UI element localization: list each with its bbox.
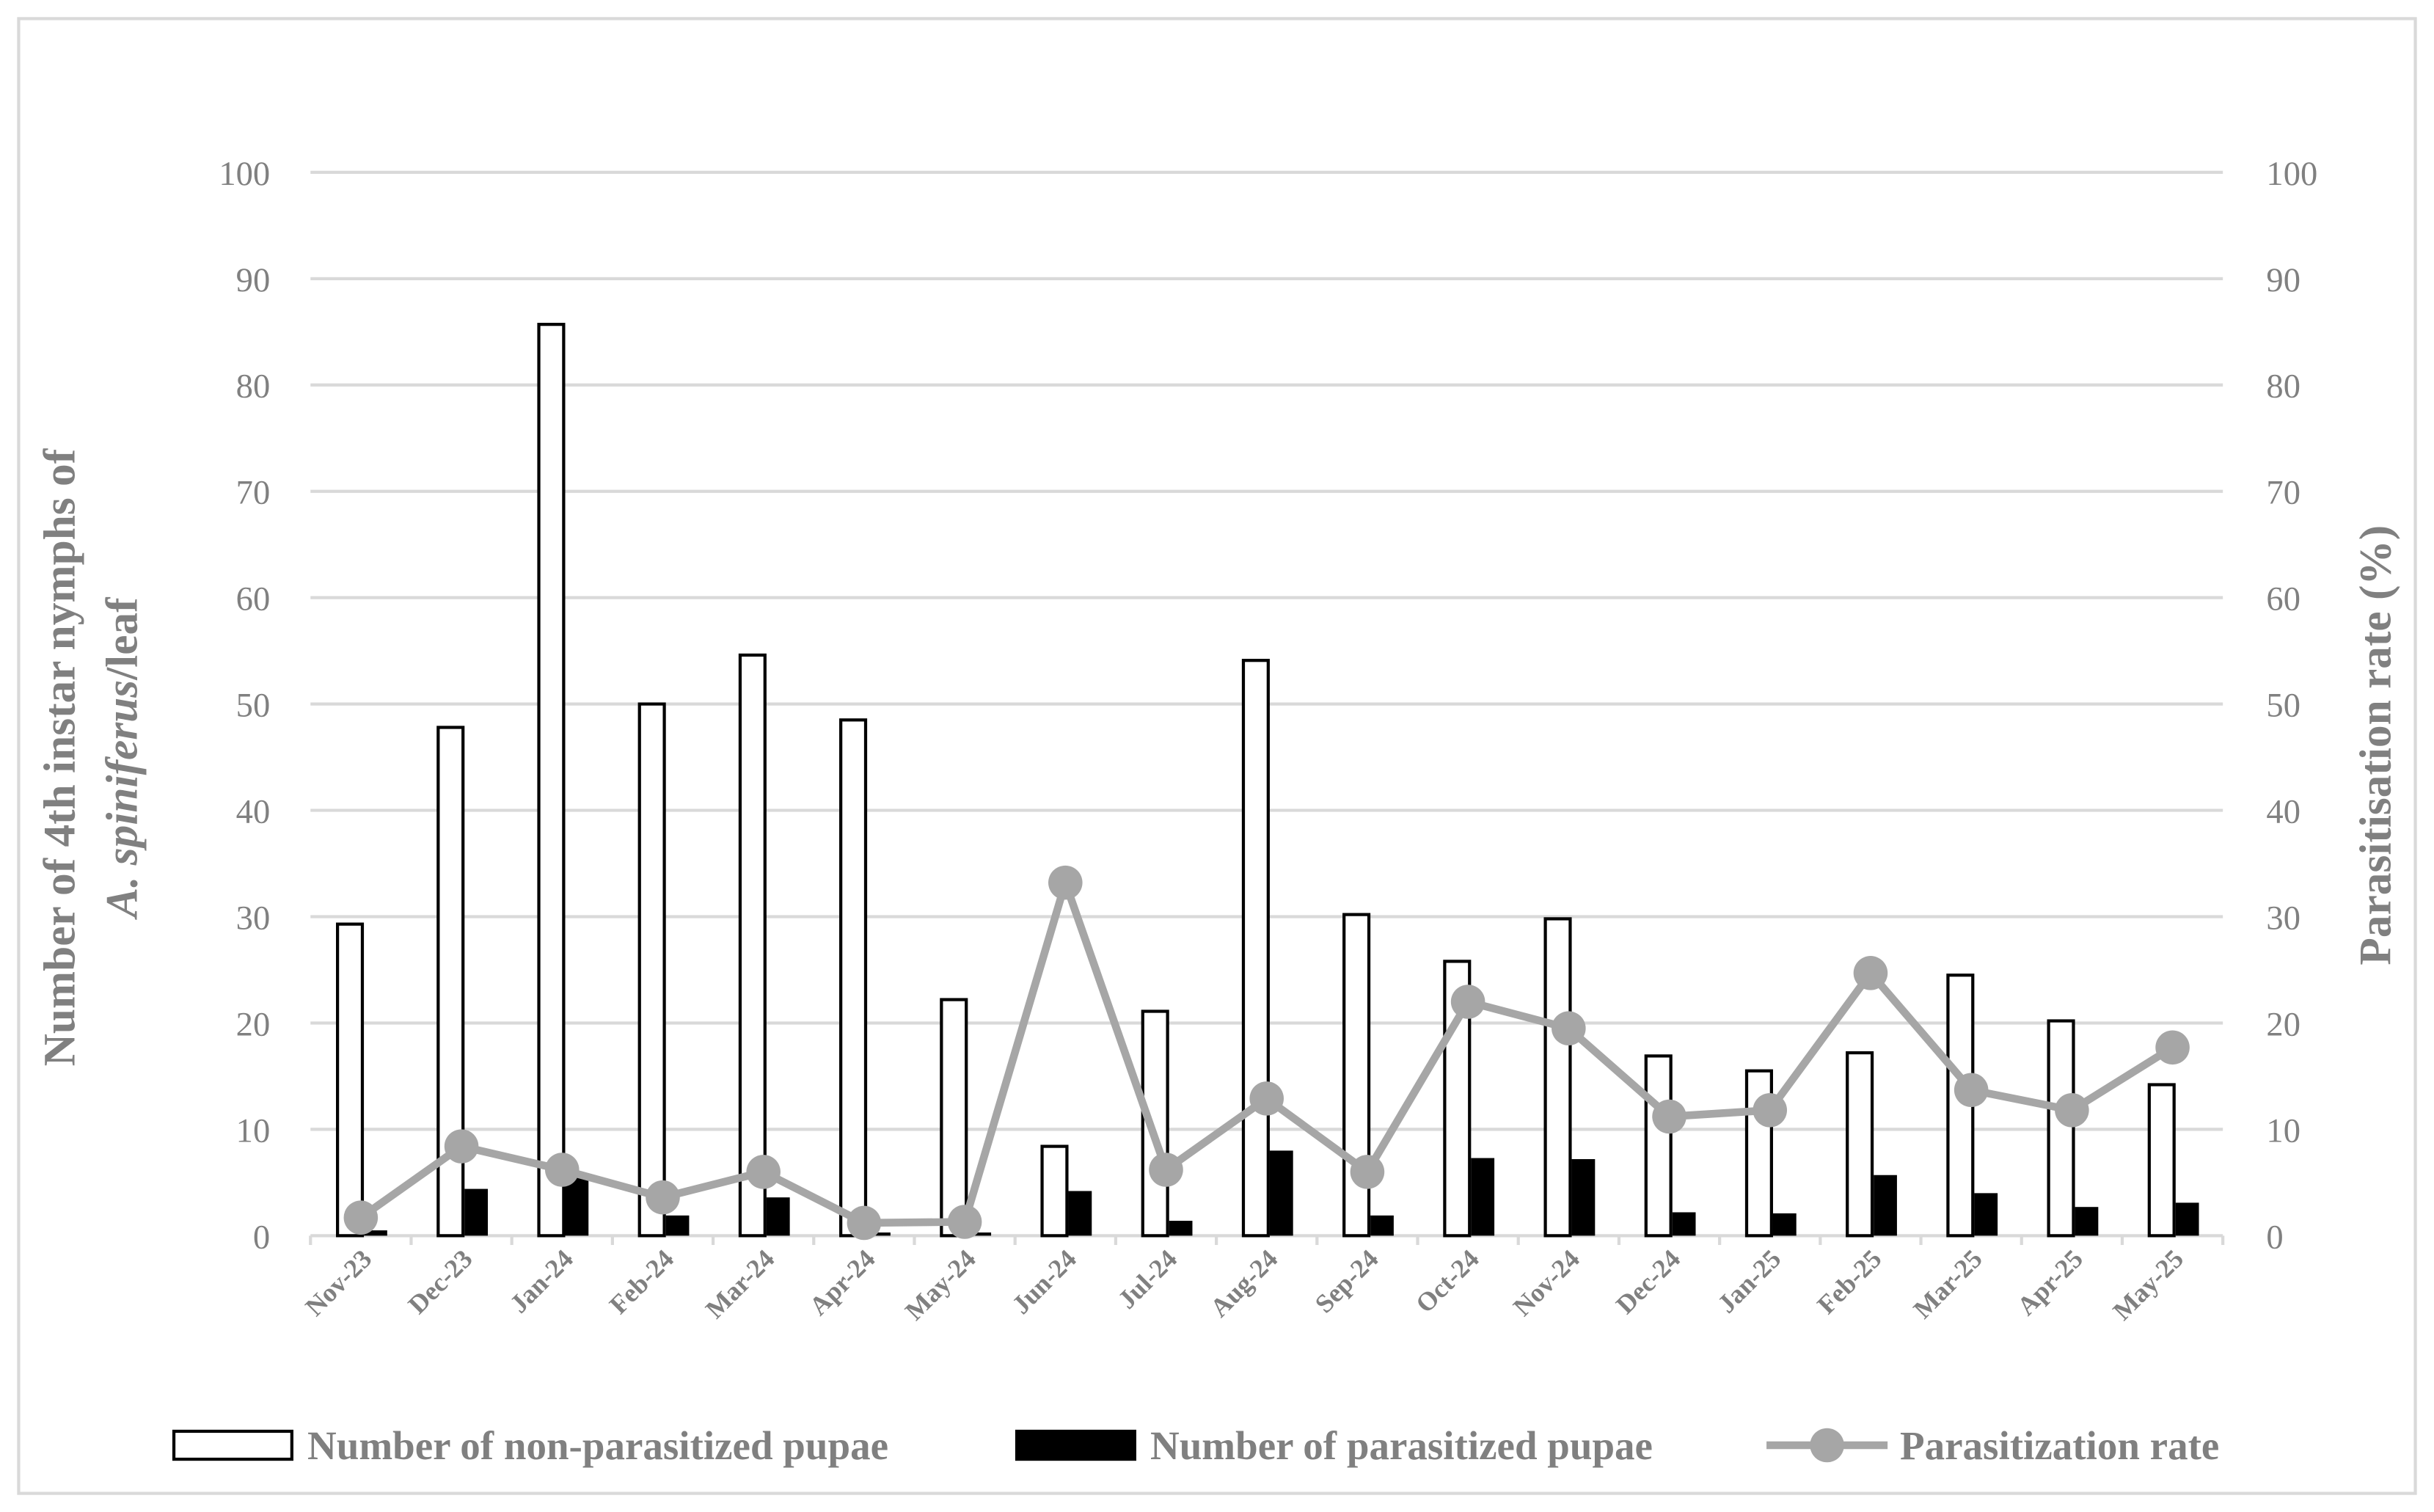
line-marker (1954, 1073, 1989, 1108)
chart-border (17, 17, 2417, 1495)
line-marker (746, 1155, 781, 1189)
y2-tick-label: 90 (2266, 262, 2300, 299)
line-marker (1853, 956, 1888, 990)
line-marker (1552, 1011, 1586, 1045)
y-tick-label: 80 (236, 368, 271, 406)
y2-tick-label: 40 (2266, 793, 2300, 830)
line-marker (947, 1205, 982, 1239)
bar (335, 922, 365, 1238)
line-marker (1048, 865, 1083, 900)
y-tick-label: 50 (236, 687, 271, 725)
bar (1169, 1221, 1193, 1236)
line-marker (1350, 1155, 1385, 1189)
y2-tick-label: 100 (2266, 156, 2317, 193)
y-tick-label: 10 (236, 1112, 271, 1150)
legend-label: Number of parasitized pupae (1150, 1423, 1653, 1468)
line-marker (847, 1205, 882, 1241)
bar (968, 1232, 992, 1236)
y2-tick-label: 70 (2266, 475, 2300, 512)
bar (839, 718, 868, 1238)
bar (766, 1197, 790, 1236)
y-tick-label: 70 (236, 475, 271, 512)
bar (464, 1188, 489, 1236)
line-marker (646, 1180, 680, 1215)
y-axis-title-line: Number of 4th instar nymphs of (35, 448, 85, 1066)
bar (537, 323, 566, 1238)
y2-tick-label: 20 (2266, 1006, 2300, 1043)
line-marker (2155, 1030, 2190, 1065)
y-tick-label: 90 (236, 262, 271, 299)
y-tick-label: 30 (236, 899, 271, 937)
y-tick-label: 40 (236, 793, 271, 830)
bar (1543, 917, 1572, 1238)
y2-tick-label: 60 (2266, 581, 2300, 618)
y-axis-title-rest: /leaf (97, 596, 147, 681)
bar (1241, 659, 1270, 1238)
line-marker (1753, 1093, 1788, 1128)
bar (738, 653, 767, 1238)
bar (1846, 1051, 1874, 1238)
bar (1772, 1213, 1797, 1236)
y-tick-label: 0 (253, 1219, 270, 1256)
y2-tick-label: 50 (2266, 687, 2300, 725)
line-marker (343, 1200, 379, 1235)
y2-tick-label: 80 (2266, 368, 2300, 406)
line-marker (2055, 1093, 2089, 1128)
bar (1974, 1193, 1998, 1236)
y-tick-label: 100 (219, 156, 270, 193)
legend-swatch (172, 1429, 293, 1461)
line-marker (1149, 1153, 1183, 1187)
bar (1068, 1191, 1092, 1236)
bar (665, 1215, 690, 1236)
legend-swatch (1015, 1429, 1136, 1461)
bar (1471, 1158, 1495, 1236)
bar (2075, 1207, 2099, 1236)
bar (1040, 1144, 1069, 1238)
bar (2175, 1202, 2199, 1236)
y-axis-title: Number of 4th instar nymphs of A. spinife… (35, 448, 147, 1066)
legend-label: Parasitization rate (1900, 1423, 2219, 1468)
bar (1571, 1158, 1596, 1236)
legend-swatch (1810, 1428, 1844, 1463)
bar (1672, 1212, 1696, 1236)
bar (1370, 1215, 1394, 1236)
y-tick-label: 20 (236, 1006, 271, 1043)
bar (867, 1232, 891, 1236)
bar (1874, 1175, 1897, 1236)
bar (1644, 1054, 1673, 1238)
y2-tick-label: 0 (2266, 1219, 2283, 1256)
bar (364, 1230, 387, 1236)
bar (2047, 1019, 2075, 1238)
bar (1269, 1150, 1293, 1236)
line-marker (444, 1129, 479, 1164)
y2-axis-title: Parasitisation rate (%) (2351, 525, 2401, 965)
y-axis-title-italic: A. spiniferus (97, 680, 147, 921)
bar (2147, 1083, 2176, 1238)
line-marker (1652, 1099, 1686, 1134)
y2-tick-label: 10 (2266, 1112, 2300, 1150)
bar (637, 702, 666, 1238)
bar (940, 998, 968, 1238)
legend-label: Number of non-parasitized pupae (307, 1423, 888, 1468)
line-marker (544, 1153, 580, 1187)
line-marker (1249, 1081, 1284, 1116)
y-tick-label: 60 (236, 581, 271, 618)
line-marker (1450, 985, 1485, 1019)
y2-tick-label: 30 (2266, 899, 2300, 937)
bar (565, 1177, 589, 1236)
